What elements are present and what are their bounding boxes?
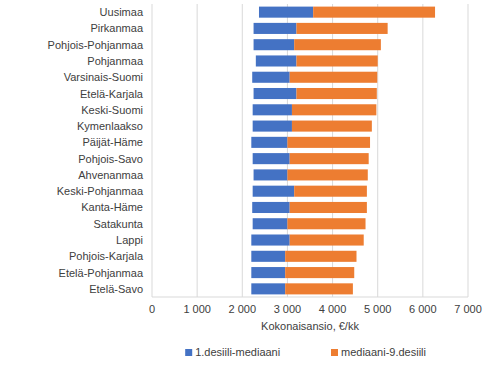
bar-segment [292,104,376,115]
legend-swatch [185,349,192,356]
bar-segment [296,55,377,66]
tick-label: 5 000 [364,303,392,315]
bar-segment [285,267,354,278]
bar-segment [253,121,292,132]
category-label: Keski-Suomi [81,104,143,116]
bar-segment [152,186,253,197]
bar-segment [152,104,253,115]
tick-label: 3 000 [274,303,302,315]
axis-title: Kokonaisansio, €/kk [261,320,359,332]
legend-swatch [331,349,338,356]
category-label: Etelä-Savo [89,283,143,295]
category-label: Päijät-Häme [82,136,143,148]
category-label: Kymenlaakso [77,120,143,132]
bar-segment [152,23,254,34]
bar-segment [251,137,287,148]
category-label: Etelä-Karjala [80,88,144,100]
bar-segment [290,153,369,164]
bar-segment [152,121,253,132]
category-label: Satakunta [93,218,143,230]
bar-segment [251,267,285,278]
bar-segment [152,137,251,148]
grid-line [242,4,243,297]
tick-label: 7 000 [454,303,482,315]
bar-segment [152,267,251,278]
bar-segment [285,283,353,294]
category-label: Etelä-Pohjanmaa [59,267,144,279]
category-label: Lappi [116,234,143,246]
bar-segment [152,55,256,66]
bar-segment [259,7,313,18]
legend-label: mediaani-9.desiili [341,346,426,358]
bar-segment [152,39,254,50]
category-label: Keski-Pohjanmaa [57,185,144,197]
bar-segment [251,234,289,245]
tick-label: 2 000 [229,303,257,315]
category-label: Pohjois-Savo [78,153,143,165]
bar-segment [292,121,372,132]
grid-line [468,4,469,297]
bar-segment [313,7,435,18]
category-label: Pohjois-Pohjanmaa [48,39,144,51]
category-label: Pohjanmaa [87,55,144,67]
category-label: Ahvenanmaa [78,169,144,181]
bar-segment [152,88,254,99]
bar-segment [294,39,381,50]
bar-segment [287,137,370,148]
category-label: Pirkanmaa [90,22,143,34]
chart: 0 1 000 2 000 3 000 4 000 5 000 6 000 7 000 Uusi… [0,0,491,378]
grid-line [422,4,423,297]
bar-segment [152,72,252,83]
bar-segment [252,202,289,213]
legend: 1.desiili-mediaani mediaani-9.desiili [185,346,426,358]
bar-segment [152,283,251,294]
bar-segment [253,218,288,229]
bar-segment [285,251,356,262]
bar-segment [152,169,254,180]
grid-line [152,4,153,297]
category-label: Varsinais-Suomi [64,71,143,83]
bar-segment [253,153,290,164]
bar-segment [254,88,297,99]
grid-line [197,4,198,297]
bar-segment [252,72,289,83]
tick-label: 4 000 [319,303,347,315]
bar-segment [296,88,376,99]
bar-segment [290,234,364,245]
tick-label: 1 000 [183,303,211,315]
bar-segment [152,202,252,213]
bar-segment [152,153,253,164]
bar-segment [253,104,292,115]
bar-segment [290,202,367,213]
bar-segment [152,218,253,229]
bar-segment [294,186,367,197]
axis-line [152,297,468,298]
bar-segment [152,251,251,262]
bar-segment [251,283,285,294]
legend-label: 1.desiili-mediaani [195,346,280,358]
bar-segment [290,72,378,83]
tick-label: 6 000 [409,303,437,315]
bar-segment [254,169,288,180]
category-label: Uusimaa [100,6,144,18]
bar-segment [287,169,367,180]
bar-segment [254,39,295,50]
bar-segment [256,55,297,66]
bar-segment [254,23,297,34]
bar-segment [152,7,259,18]
category-label: Kanta-Häme [81,201,143,213]
category-label: Pohjois-Karjala [69,250,144,262]
bar-segment [253,186,295,197]
bar-segment [152,234,251,245]
bars [152,7,435,295]
bar-segment [296,23,387,34]
bar-segment [251,251,285,262]
tick-label: 0 [149,303,155,315]
bar-segment [287,218,365,229]
